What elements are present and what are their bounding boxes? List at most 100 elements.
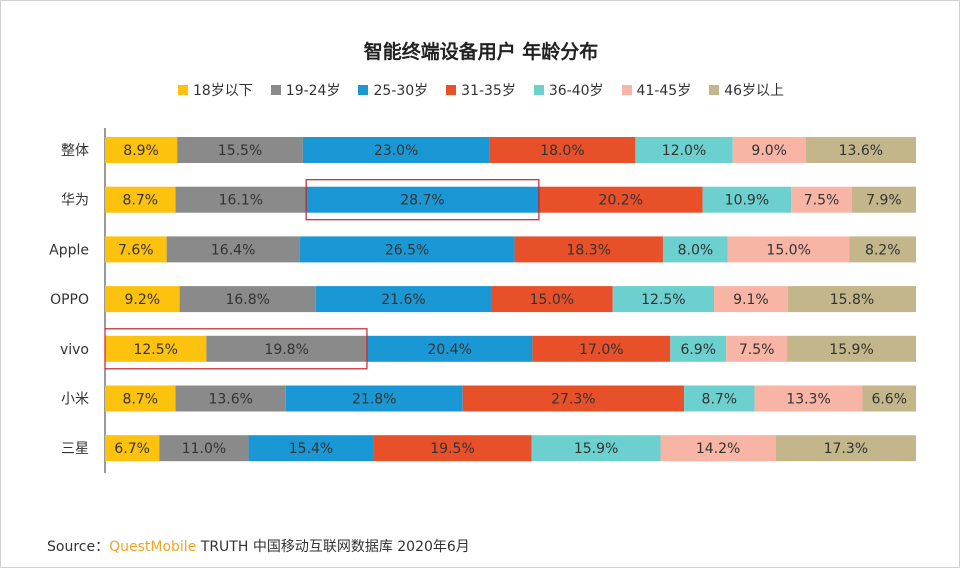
bar-segment [684, 385, 755, 412]
data-label: 6.6% [871, 392, 907, 408]
source-rest: TRUTH 中国移动互联网数据库 2020年6月 [200, 539, 470, 555]
data-label: 11.0% [182, 441, 226, 457]
category-label: 小米 [61, 392, 89, 408]
source-brand: QuestMobile [109, 539, 197, 555]
legend-item: 18岁以下 [177, 80, 253, 100]
bar-segment [175, 186, 307, 213]
bar-segment [105, 236, 167, 263]
bar-segment [299, 236, 515, 263]
legend-item: 41-45岁 [621, 80, 692, 100]
data-label: 9.1% [733, 292, 769, 308]
data-label: 15.8% [830, 292, 874, 308]
bar-segment [285, 385, 463, 412]
data-label: 15.9% [829, 342, 873, 358]
data-label: 15.5% [218, 143, 262, 159]
bar-segment [754, 385, 863, 412]
bar-segment [791, 186, 852, 213]
legend: 18岁以下 19-24岁 25-30岁 31-35岁 36-40岁 41-45岁 46岁以上 [1, 80, 959, 100]
chart-title: 智能终端设备用户 年龄分布 [363, 41, 599, 63]
data-label: 9.2% [125, 292, 161, 308]
legend-swatch [621, 85, 632, 95]
data-label: 7.9% [866, 193, 902, 209]
legend-item: 46岁以上 [709, 80, 784, 100]
data-label: 26.5% [385, 242, 429, 258]
data-label: 18.0% [540, 143, 584, 159]
data-label: 12.0% [662, 143, 706, 159]
data-label: 18.3% [567, 242, 611, 258]
bar-segment [805, 137, 916, 163]
bar-segment [105, 335, 207, 362]
data-label: 15.0% [766, 242, 810, 258]
bar-segment [538, 186, 703, 213]
bar-segment [462, 385, 685, 412]
legend-label: 41-45岁 [636, 83, 692, 99]
bar-segment [531, 435, 661, 462]
data-label: 8.7% [122, 193, 158, 209]
bar-segment [366, 335, 533, 362]
bar-segment [177, 137, 303, 163]
category-label: OPPO [50, 292, 89, 308]
legend-swatch [177, 85, 188, 95]
bar-segment [849, 236, 916, 263]
category-label: 华为 [61, 193, 89, 209]
bar-segment [105, 286, 180, 313]
data-label: 9.0% [751, 143, 787, 159]
bar-segment [787, 286, 916, 313]
data-label: 27.3% [551, 392, 595, 408]
legend-item: 36-40岁 [533, 80, 604, 100]
data-label: 16.4% [211, 242, 255, 258]
bar-segment [315, 286, 492, 313]
data-label: 13.3% [786, 392, 830, 408]
data-label: 7.5% [739, 342, 775, 358]
legend-swatch [358, 85, 369, 95]
bar-segment [532, 335, 671, 362]
legend-label: 18岁以下 [192, 83, 253, 99]
bar-segment [612, 286, 715, 313]
legend-label: 25-30岁 [373, 83, 429, 99]
bar-segment [862, 385, 916, 412]
bar-segment [105, 385, 176, 412]
bar-segment [635, 137, 733, 163]
data-label: 13.6% [839, 143, 883, 159]
bar-segment [166, 236, 300, 263]
category-label: 整体 [61, 143, 89, 159]
bar-segment [662, 236, 728, 263]
data-label: 8.0% [678, 242, 714, 258]
source-note: Source：QuestMobile TRUTH 中国移动互联网数据库 2020… [47, 536, 470, 556]
data-label: 7.6% [118, 242, 154, 258]
data-label: 28.7% [400, 193, 444, 209]
data-label: 8.2% [865, 242, 901, 258]
data-label: 15.0% [530, 292, 574, 308]
bar-segment [105, 137, 178, 163]
data-label: 15.4% [289, 441, 333, 457]
legend-item: 19-24岁 [270, 80, 341, 100]
bar-segment [489, 137, 636, 163]
data-label: 12.5% [641, 292, 685, 308]
data-label: 8.9% [123, 143, 159, 159]
data-label: 16.1% [219, 193, 263, 209]
legend-label: 36-40岁 [548, 83, 604, 99]
bar-segment [714, 286, 788, 313]
chart-plot: 整体 8.9% 15.5% 23.0% 18.0% 12.0% 9.0% 13.6% 华为 8.7… [49, 128, 916, 473]
data-label: 7.5% [804, 193, 840, 209]
data-label: 20.2% [599, 193, 643, 209]
category-label: vivo [60, 342, 89, 358]
legend-swatch [270, 85, 281, 95]
bar-segment [306, 186, 539, 213]
bar-segment [851, 186, 916, 213]
legend-swatch [446, 85, 457, 95]
bar-segment [302, 137, 490, 163]
category-label: Apple [49, 242, 89, 258]
bar-segment [373, 435, 532, 462]
bar-segment [727, 236, 850, 263]
bar-segment [175, 385, 286, 412]
legend-swatch [709, 85, 720, 95]
data-label: 16.8% [225, 292, 269, 308]
legend-label: 19-24岁 [285, 83, 341, 99]
bar-segment [105, 435, 160, 462]
bar-segment [726, 335, 788, 362]
legend-label: 46岁以上 [724, 83, 785, 99]
bar-segment [660, 435, 776, 462]
bar-segment [787, 335, 916, 362]
